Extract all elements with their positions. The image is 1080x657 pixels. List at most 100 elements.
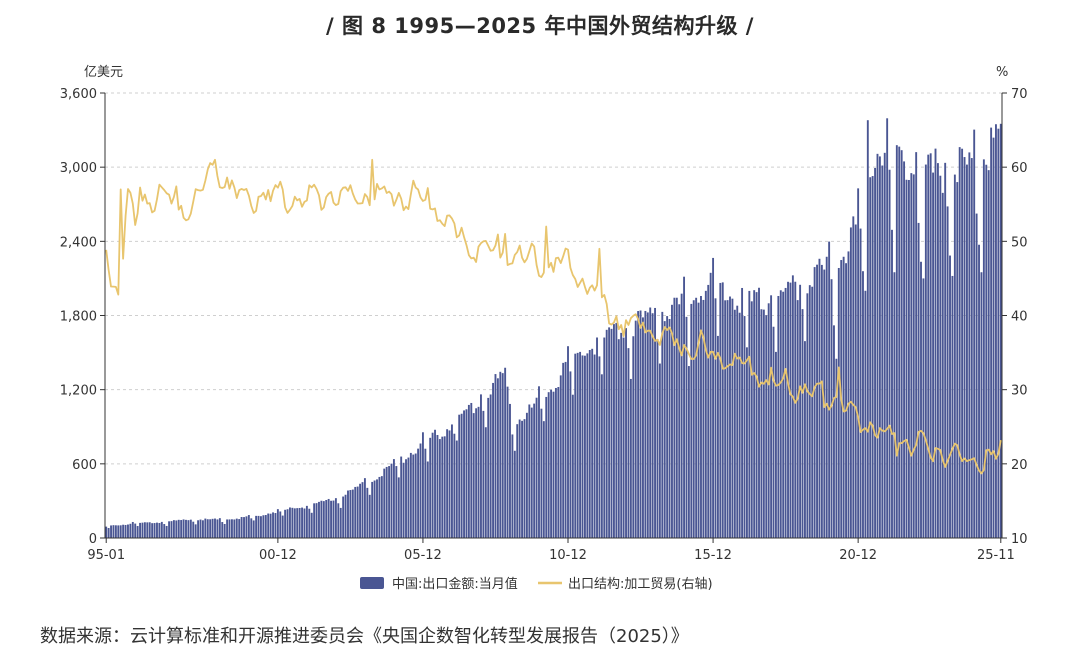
- bar: [436, 434, 439, 538]
- bar: [513, 450, 516, 538]
- bar: [704, 290, 707, 538]
- bar: [965, 164, 968, 538]
- bar: [153, 523, 156, 538]
- bar: [591, 348, 594, 538]
- bar: [748, 290, 751, 538]
- bar: [750, 301, 753, 538]
- bar: [758, 287, 760, 538]
- bar: [366, 487, 369, 538]
- x-tick-label: 20-12: [839, 548, 877, 563]
- bar: [603, 337, 606, 538]
- bar: [719, 282, 722, 538]
- bar: [671, 304, 673, 538]
- left-tick-label: 0: [89, 532, 97, 547]
- bar: [112, 525, 115, 538]
- bar: [170, 521, 173, 538]
- bar: [293, 508, 296, 538]
- bar: [148, 522, 151, 538]
- bar: [632, 336, 635, 538]
- bar: [910, 173, 913, 538]
- bar: [997, 128, 1000, 539]
- bar: [866, 120, 869, 538]
- bar: [690, 303, 693, 538]
- bar: [907, 179, 910, 538]
- bar: [680, 293, 683, 538]
- bar: [475, 408, 478, 538]
- bar: [811, 286, 814, 538]
- bar: [255, 515, 258, 538]
- bar: [579, 351, 582, 538]
- bar: [117, 525, 120, 538]
- bar: [932, 172, 935, 538]
- bar: [349, 490, 352, 538]
- bar: [859, 228, 862, 539]
- right-tick-label: 70: [1011, 87, 1028, 102]
- right-tick-label: 30: [1011, 384, 1028, 399]
- bar: [407, 457, 410, 538]
- bar: [958, 147, 961, 538]
- bar: [187, 520, 190, 538]
- bar: [390, 463, 393, 538]
- bar: [929, 153, 932, 538]
- bar: [506, 386, 509, 538]
- bar: [613, 324, 615, 538]
- bar: [726, 300, 729, 538]
- bar: [385, 466, 388, 538]
- bar: [334, 498, 337, 538]
- x-tick-label: 00-12: [259, 548, 297, 563]
- bar: [421, 432, 424, 538]
- bar: [119, 525, 122, 538]
- bar: [799, 284, 802, 538]
- bar: [936, 163, 939, 539]
- bar: [642, 317, 644, 538]
- bar: [392, 459, 395, 538]
- bar: [291, 507, 294, 538]
- bar: [480, 394, 482, 538]
- bar: [849, 227, 852, 539]
- bar: [380, 476, 383, 538]
- bar: [494, 374, 497, 538]
- bar: [443, 436, 446, 538]
- bar: [898, 146, 901, 538]
- bar: [417, 448, 420, 538]
- legend: 中国:出口金额:当月值 出口结构:加工贸易(右轴): [360, 576, 713, 592]
- bar: [900, 150, 903, 538]
- bar: [223, 523, 226, 538]
- bar: [134, 523, 137, 538]
- right-tick-label: 20: [1011, 458, 1028, 473]
- bar: [347, 490, 349, 538]
- bar: [687, 366, 690, 538]
- bar: [172, 520, 175, 538]
- bar: [504, 367, 507, 538]
- bar: [895, 145, 898, 538]
- bar: [813, 267, 816, 538]
- bar: [828, 241, 831, 538]
- chart-title: / 图 8 1995—2025 年中国外贸结构升级 /: [326, 14, 754, 38]
- right-tick-label: 40: [1011, 310, 1028, 325]
- bar: [796, 300, 799, 538]
- bar: [185, 519, 187, 538]
- bar: [165, 525, 168, 538]
- bar: [146, 522, 149, 538]
- bar: [854, 224, 857, 538]
- right-tick-label: 10: [1011, 532, 1028, 547]
- bar: [886, 118, 889, 539]
- bar: [978, 244, 980, 538]
- x-tick-label: 10-12: [549, 548, 587, 563]
- bar: [588, 350, 591, 538]
- bar: [586, 353, 589, 538]
- bar: [284, 509, 287, 538]
- bar: [574, 353, 577, 538]
- bar: [654, 307, 656, 538]
- bar: [745, 347, 748, 538]
- bar: [487, 397, 490, 538]
- bar: [683, 276, 686, 538]
- bar: [376, 479, 378, 538]
- bar: [318, 501, 320, 538]
- bar: [878, 156, 881, 538]
- bar: [837, 267, 840, 538]
- bar: [107, 528, 110, 538]
- bar: [262, 515, 265, 538]
- bar: [724, 300, 727, 538]
- bar: [818, 258, 821, 538]
